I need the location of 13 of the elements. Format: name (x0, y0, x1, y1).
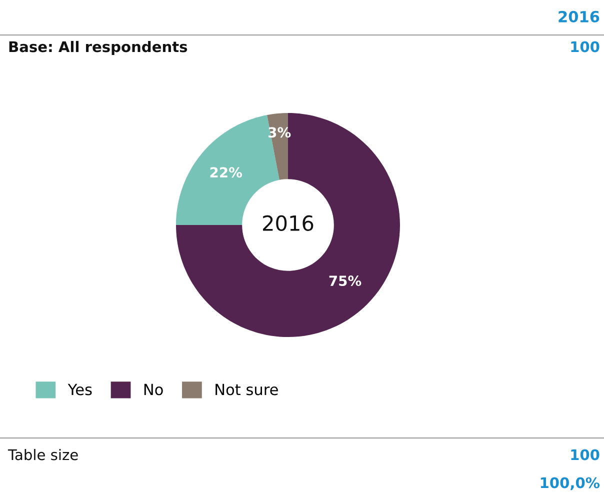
text: 100,0% (540, 477, 600, 490)
text: Base: All respondents (9, 40, 188, 56)
text: 100 (571, 449, 600, 460)
data-label: 75% (329, 276, 362, 286)
legend-label: No (144, 384, 163, 396)
data-label: 22% (210, 167, 242, 178)
legend-label: Not sure (216, 384, 278, 396)
donut-slice (176, 113, 400, 337)
text: Table size (8, 448, 78, 460)
legend-label: Yes (68, 384, 92, 396)
text: 100 (571, 41, 600, 52)
text: 2016 (263, 215, 314, 232)
text: 2016 (558, 10, 600, 22)
